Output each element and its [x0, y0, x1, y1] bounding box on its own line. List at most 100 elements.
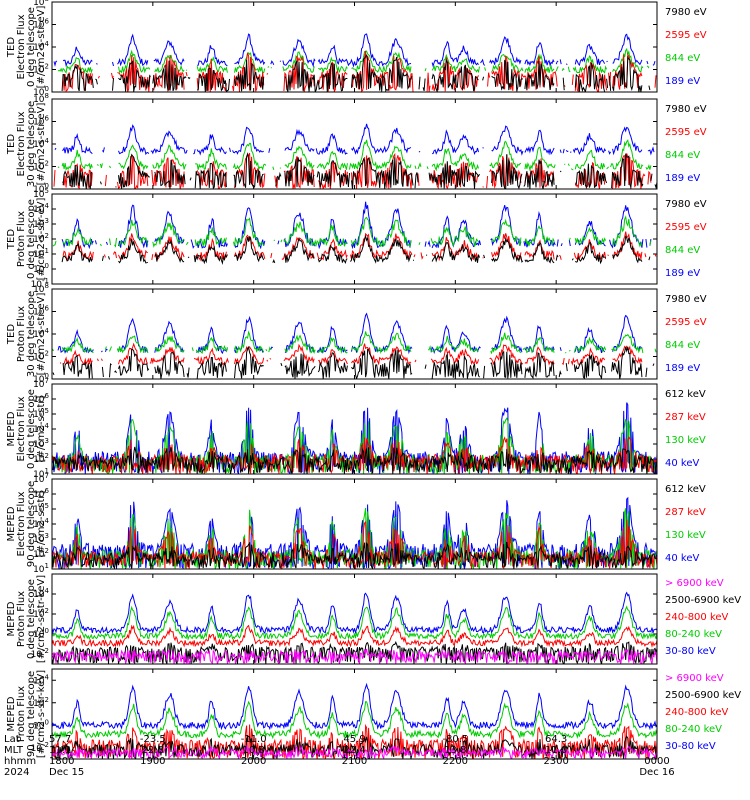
- y-tick-label: 105: [33, 502, 49, 515]
- legend-entry: 2595 eV: [665, 127, 707, 138]
- y-tick-label: 104: [33, 517, 49, 530]
- series-line: [52, 541, 657, 569]
- y-axis-title: MEPEDProton Flux90 deg telescope[#/cm2-s…: [6, 670, 47, 758]
- series-line: [52, 330, 657, 355]
- series-line: [52, 682, 657, 731]
- series-group: [54, 124, 657, 189]
- y-axis-title-line: 90 deg telescope: [26, 671, 37, 757]
- x-tick-label-lat: 45.9: [343, 734, 365, 745]
- y-tick-label: 106: [33, 487, 49, 500]
- legend-entry: 7980 eV: [665, 294, 707, 305]
- series-group: [52, 496, 657, 569]
- series-line: [52, 446, 657, 474]
- series-line: [62, 231, 657, 262]
- legend-entry: 189 eV: [665, 363, 700, 374]
- legend-entry: 612 keV: [665, 389, 706, 400]
- y-axis-title-line: MEPED: [6, 601, 17, 636]
- y-tick-label: 102: [33, 547, 49, 560]
- legend-entry: 130 keV: [665, 530, 706, 541]
- legend-entry: 80-240 keV: [665, 629, 722, 640]
- y-axis-title-line: 90 deg telescope: [26, 481, 37, 567]
- y-tick-label: 106: [33, 305, 49, 318]
- legend-entry: 844 eV: [665, 245, 700, 256]
- legend-entry: 2500-6900 keV: [665, 690, 741, 701]
- x-tick-label-mlt: 22.4: [343, 745, 365, 756]
- x-tick-label-hhmm: 2100: [342, 756, 367, 767]
- x-tick-label-lat: -80.5: [442, 734, 468, 745]
- y-tick-label: 100: [33, 627, 49, 640]
- y-axis-title: TEDProton Flux30 deg telescope[#/cm2-s-s…: [6, 291, 47, 377]
- x-tick-label-date: Dec 16: [639, 767, 674, 778]
- x-tick-label-date: Dec 15: [49, 767, 84, 778]
- y-tick-label: 104: [33, 327, 49, 340]
- y-tick-label: 100: [33, 85, 49, 98]
- y-axis-title-line: Proton Flux: [16, 686, 27, 742]
- y-axis-title: TEDProton Flux0 deg telescope[#/cm2-s-st…: [6, 198, 47, 281]
- y-axis-title-line: 0 deg telescope: [26, 579, 37, 659]
- series-line: [58, 140, 656, 170]
- y-axis-title-line: [#/cm2-s-str]: [36, 395, 47, 462]
- y-tick-label: 102: [33, 350, 49, 363]
- y-axis-title: MEPEDProton Flux0 deg telescope[#/cm2-s-…: [6, 575, 47, 663]
- legend-entry: 40 keV: [665, 553, 699, 564]
- y-axis-title-line: [#/cm2-s-str-keV]: [36, 670, 47, 758]
- y-axis-title: MEPEDElectron Flux0 deg telescope[#/cm2-…: [6, 389, 47, 469]
- y-tick-label: 107: [33, 377, 49, 390]
- y-tick-label: 102: [33, 232, 49, 245]
- y-tick-label: 100: [33, 718, 49, 731]
- series-line: [62, 50, 657, 92]
- y-tick-label: 10-1: [31, 277, 49, 290]
- y-tick-label: 106: [33, 392, 49, 405]
- series-group: [52, 591, 657, 664]
- y-tick-label: 10-2: [31, 647, 49, 660]
- series-group: [52, 314, 656, 379]
- y-tick-label: 108: [33, 282, 49, 295]
- y-axis-title-line: Electron Flux: [16, 491, 27, 556]
- y-tick-label: 104: [33, 137, 49, 150]
- y-tick-label: 107: [33, 472, 49, 485]
- x-tick-label-mlt: 13.8: [444, 745, 466, 756]
- legend-entry: 844 eV: [665, 340, 700, 351]
- y-axis-title: TEDElectron Flux0 deg telescope[#/cm2-s-…: [6, 6, 47, 89]
- x-tick-label-lat: 57.7: [49, 734, 71, 745]
- x-axis-row-label: 2024: [4, 767, 29, 778]
- y-axis-title-line: Proton Flux: [16, 211, 27, 267]
- panel-ted-proton-0: TEDProton Flux0 deg telescope[#/cm2-s-st…: [6, 187, 707, 290]
- y-axis-title-line: 0 deg telescope: [26, 199, 37, 279]
- y-tick-label: 102: [33, 607, 49, 620]
- legend-entry: 2595 eV: [665, 222, 707, 233]
- x-tick-label-mlt: 10.8: [243, 745, 265, 756]
- y-axis-title-line: MEPED: [6, 696, 17, 731]
- y-axis-title-line: Electron Flux: [16, 111, 27, 176]
- legend-entry: 30-80 keV: [665, 741, 716, 752]
- y-tick-label: 100: [33, 262, 49, 275]
- series-group: [52, 402, 657, 474]
- y-axis-title-line: [#/cm2-s-str-eV]: [36, 198, 47, 281]
- y-tick-label: 103: [33, 437, 49, 450]
- y-axis-title-line: MEPED: [6, 411, 17, 446]
- y-axis-title-line: Electron Flux: [16, 14, 27, 79]
- panel-meped-proton-90: MEPEDProton Flux90 deg telescope[#/cm2-s…: [6, 668, 741, 760]
- series-line: [52, 346, 655, 379]
- y-tick-label: 104: [33, 40, 49, 53]
- panel-meped-electron-90: MEPEDElectron Flux90 deg telescope[#/cm2…: [6, 472, 706, 575]
- legend-entry: 844 eV: [665, 150, 700, 161]
- y-axis-title-line: [#/cm2-s-str-keV]: [36, 575, 47, 663]
- y-tick-label: 100: [33, 182, 49, 195]
- x-tick-label-hhmm: 2300: [543, 756, 568, 767]
- x-tick-label-lat: -11.0: [241, 734, 267, 745]
- y-axis-title-line: [#/cm2-s-str-eV]: [36, 103, 47, 186]
- series-group: [52, 682, 657, 759]
- series-line: [54, 153, 655, 189]
- y-tick-label: 104: [33, 202, 49, 215]
- y-tick-label: 101: [33, 247, 49, 260]
- panel-ted-proton-30: TEDProton Flux30 deg telescope[#/cm2-s-s…: [6, 282, 707, 385]
- y-tick-label: 100: [33, 372, 49, 385]
- y-axis-title: MEPEDElectron Flux90 deg telescope[#/cm2…: [6, 481, 47, 567]
- y-axis-title-line: 0 deg telescope: [26, 389, 37, 469]
- y-axis-title-line: [#/cm2-s-str-eV]: [36, 293, 47, 376]
- x-tick-label-lat: -23.5: [140, 734, 166, 745]
- x-axis-row-label: hhmm: [4, 756, 36, 767]
- y-axis-title-line: TED: [6, 37, 17, 58]
